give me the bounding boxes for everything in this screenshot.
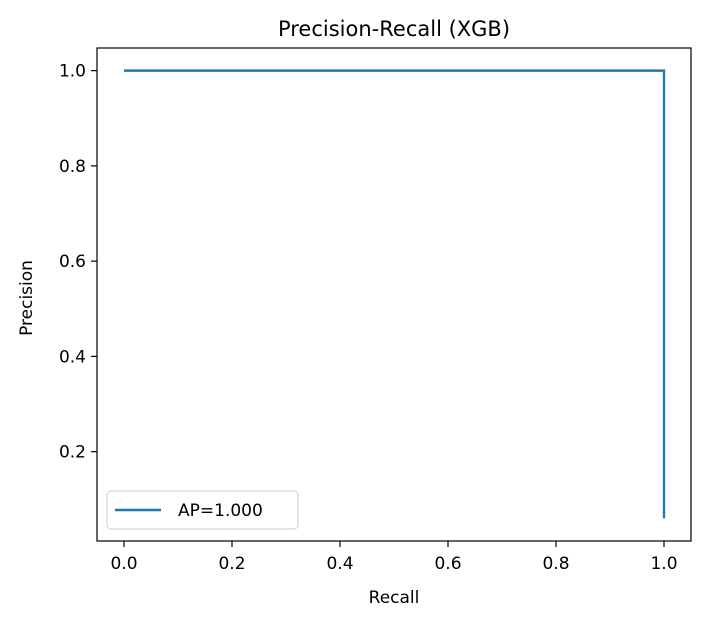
x-tick-label: 0.6: [434, 554, 461, 574]
y-axis-label: Precision: [17, 260, 37, 336]
x-tick-label: 0.2: [218, 554, 245, 574]
x-axis-label: Recall: [369, 588, 420, 608]
y-tick-label: 0.8: [59, 157, 86, 177]
x-tick-label: 0.4: [326, 554, 353, 574]
chart-title: Precision-Recall (XGB): [278, 17, 510, 41]
y-tick-label: 0.6: [59, 252, 86, 272]
y-tick-label: 0.2: [59, 443, 86, 463]
plot-frame: [96, 47, 692, 542]
x-axis-ticks: 0.0 0.2 0.4 0.6 0.8 1.0: [110, 541, 678, 574]
legend-box: [106, 490, 299, 530]
x-tick-label: 0.8: [542, 554, 569, 574]
x-tick-label: 1.0: [650, 554, 677, 574]
plot-area: [97, 48, 691, 541]
y-axis-ticks: 0.2 0.4 0.6 0.8 1.0: [59, 62, 97, 463]
series-line-0: [124, 69, 666, 519]
y-tick-label: 1.0: [59, 62, 86, 82]
legend: AP=1.000: [106, 490, 299, 530]
x-tick-label: 0.0: [110, 554, 137, 574]
y-tick-label: 0.4: [59, 347, 86, 367]
legend-label: AP=1.000: [178, 501, 263, 521]
series-layer: [124, 69, 666, 519]
